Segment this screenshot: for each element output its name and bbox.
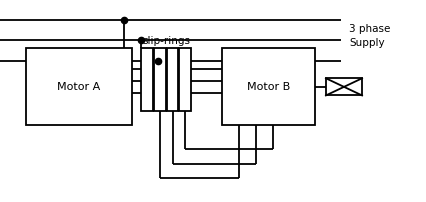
Bar	[222, 48, 315, 125]
Bar	[154, 48, 166, 111]
Text: Motor A: Motor A	[57, 82, 101, 92]
Bar	[179, 48, 191, 111]
Bar	[26, 48, 132, 125]
Bar	[141, 48, 153, 111]
Bar	[326, 78, 362, 95]
Text: slip-rings: slip-rings	[142, 36, 190, 46]
Text: Motor B: Motor B	[247, 82, 290, 92]
Bar	[167, 48, 178, 111]
Text: 3 phase
Supply: 3 phase Supply	[349, 24, 391, 48]
